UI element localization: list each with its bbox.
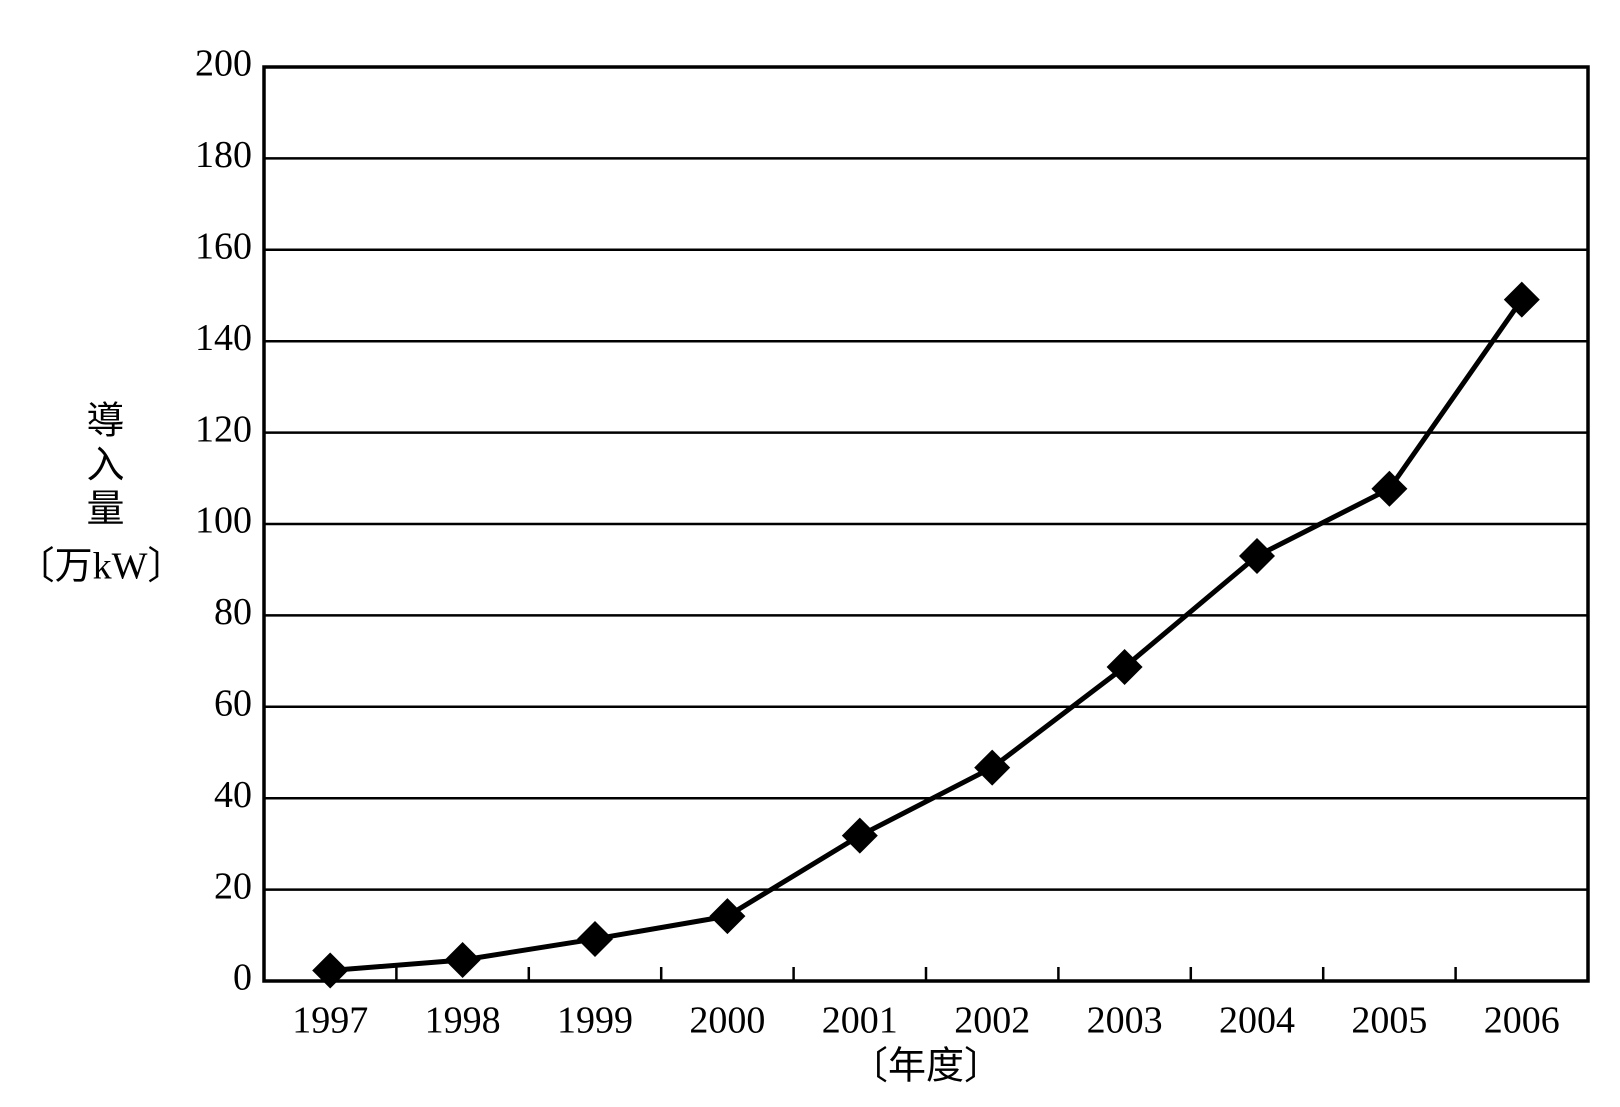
x-tick-label: 1997 bbox=[292, 1000, 368, 1042]
data-line bbox=[330, 298, 1524, 973]
marker bbox=[312, 952, 349, 989]
y-tick-label: 120 bbox=[195, 408, 252, 450]
x-tick-label: 2006 bbox=[1484, 1000, 1560, 1042]
y-tick-label: 20 bbox=[214, 865, 252, 907]
y-tick-label: 80 bbox=[214, 591, 252, 633]
y-tick-label: 200 bbox=[195, 43, 252, 85]
y-tick-label: 0 bbox=[233, 957, 252, 999]
y-axis-label: 導入量 bbox=[80, 400, 123, 532]
marker bbox=[1503, 281, 1540, 318]
x-tick-label: 2001 bbox=[822, 1000, 898, 1042]
marker bbox=[974, 749, 1011, 786]
x-tick-label: 2000 bbox=[689, 1000, 765, 1042]
marker bbox=[709, 898, 746, 935]
marker bbox=[1239, 537, 1275, 574]
x-axis-label: 〔年度〕 bbox=[850, 1046, 1002, 1088]
y-axis-unit: 〔万kW〕 bbox=[17, 546, 186, 588]
x-tick-label: 1998 bbox=[425, 1000, 501, 1042]
y-tick-label: 40 bbox=[214, 774, 252, 816]
y-tick-label: 160 bbox=[195, 226, 252, 268]
marker bbox=[1106, 649, 1143, 686]
x-tick-label: 2003 bbox=[1087, 1000, 1163, 1042]
y-tick-label: 180 bbox=[195, 134, 252, 176]
marker bbox=[841, 817, 878, 854]
y-tick-label: 60 bbox=[214, 683, 252, 725]
y-tick-label: 140 bbox=[195, 317, 252, 359]
x-tick-label: 2004 bbox=[1219, 1000, 1295, 1042]
x-tick-label: 2005 bbox=[1351, 1000, 1427, 1042]
marker bbox=[577, 920, 613, 957]
y-tick-label: 100 bbox=[195, 500, 252, 542]
marker bbox=[1371, 470, 1408, 507]
x-tick-label: 1999 bbox=[557, 1000, 633, 1042]
marker bbox=[444, 941, 481, 978]
x-tick-label: 2002 bbox=[954, 1000, 1030, 1042]
